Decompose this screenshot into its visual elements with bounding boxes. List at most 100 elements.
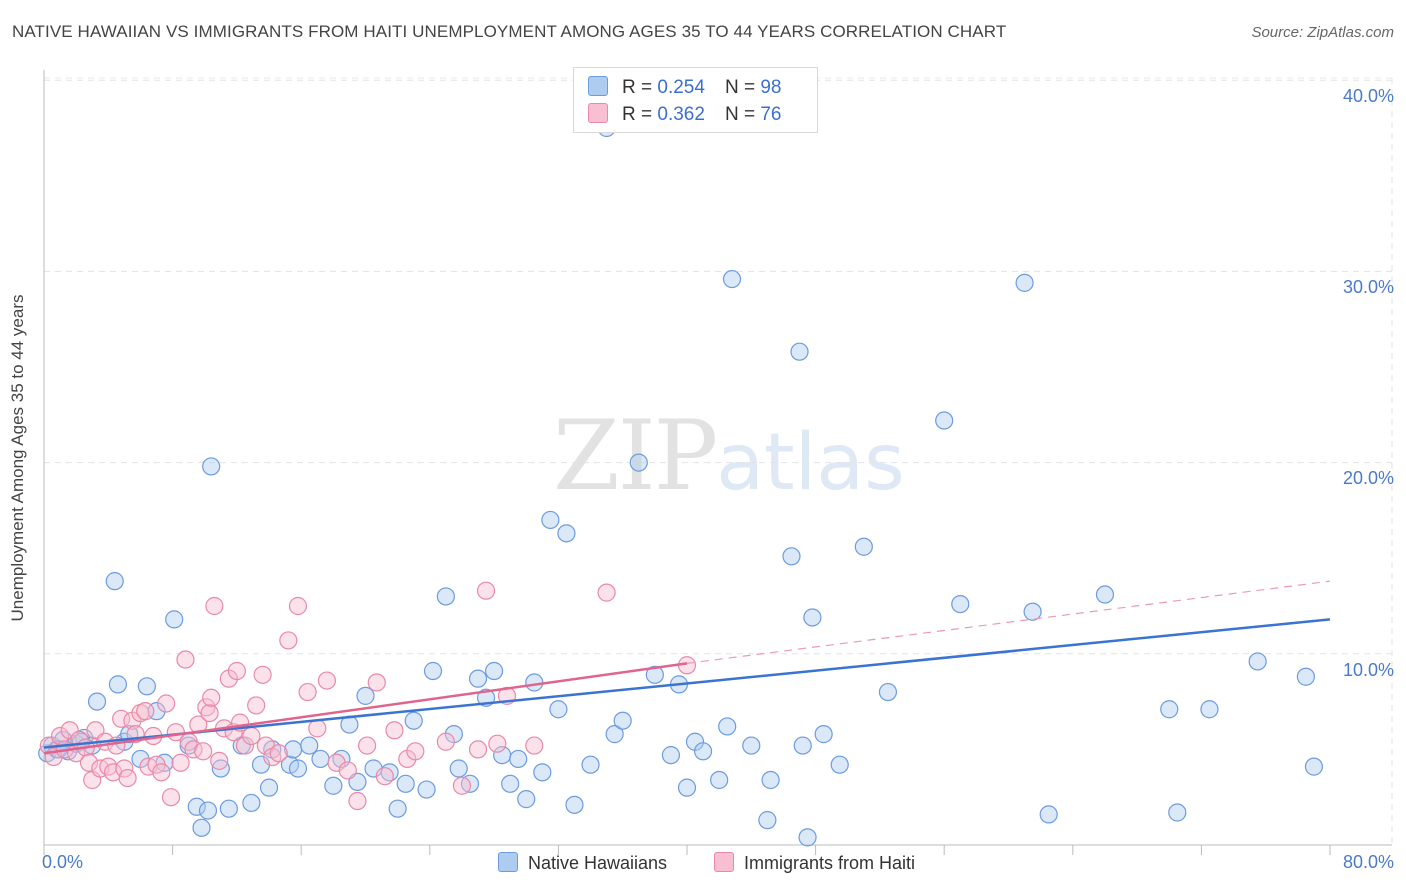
legend-swatch-blue: [588, 76, 608, 96]
point-haiti-57: [317, 671, 337, 690]
point-native-74: [710, 770, 729, 790]
point-native-50: [468, 669, 488, 688]
legend: R = 0.254 N = 98 R = 0.362 N = 76: [573, 67, 818, 133]
point-native-46: [436, 587, 455, 606]
point-haiti-68: [468, 740, 488, 759]
point-haiti-74: [597, 583, 616, 602]
point-haiti-69: [452, 776, 472, 795]
point-native-19: [192, 818, 211, 837]
trend-line-haiti-extension: [686, 580, 1331, 664]
point-haiti-46: [235, 736, 255, 755]
point-haiti-39: [205, 596, 224, 616]
point-native-77: [742, 736, 761, 755]
point-native-79: [761, 770, 780, 790]
point-haiti-4: [60, 721, 79, 740]
point-native-75: [718, 717, 737, 736]
x-tick-label-min: 0.0%: [42, 852, 84, 872]
point-native-45: [423, 661, 443, 681]
point-native-13: [137, 677, 156, 696]
point-native-95: [1160, 700, 1179, 719]
bottom-legend-label-native: Native Hawaiians: [528, 853, 668, 873]
point-haiti-30: [171, 753, 190, 772]
legend-r-value-haiti: 0.362: [657, 104, 705, 125]
point-haiti-64: [385, 721, 404, 740]
point-native-55: [509, 749, 528, 769]
point-haiti-13: [99, 757, 118, 776]
point-haiti-52: [269, 744, 288, 763]
legend-r-label: R =: [622, 77, 653, 98]
point-native-91: [1015, 273, 1034, 292]
point-native-42: [396, 774, 415, 793]
point-haiti-62: [367, 673, 386, 692]
watermark-zip: ZIP: [553, 400, 718, 512]
legend-row-haiti: R = 0.362 N = 76: [588, 103, 781, 126]
point-haiti-38: [202, 688, 221, 707]
point-native-22: [211, 759, 230, 778]
point-native-68: [645, 665, 664, 684]
point-haiti-49: [253, 665, 272, 684]
point-haiti-2: [50, 726, 70, 746]
point-native-25: [242, 793, 261, 813]
legend-n-label: N =: [724, 77, 756, 98]
point-native-60: [549, 700, 568, 719]
point-native-69: [661, 746, 681, 765]
point-native-76: [722, 269, 742, 289]
point-native-100: [1304, 757, 1324, 776]
source-label: Source: ZipAtlas.com: [1251, 24, 1394, 41]
point-haiti-54: [288, 596, 308, 616]
point-native-71: [677, 778, 697, 797]
point-haiti-63: [375, 767, 394, 786]
y-tick-label-20: 20.0%: [1342, 468, 1394, 488]
point-native-34: [324, 776, 343, 795]
point-native-94: [1095, 585, 1115, 604]
bottom-legend-swatch-blue: [498, 852, 518, 872]
point-haiti-37: [200, 703, 219, 723]
point-native-99: [1296, 667, 1315, 686]
point-haiti-26: [152, 763, 171, 782]
point-haiti-28: [161, 788, 181, 807]
point-native-8: [87, 692, 107, 711]
point-native-81: [790, 342, 809, 361]
point-native-93: [1039, 805, 1058, 824]
point-native-66: [613, 711, 632, 730]
point-haiti-67: [436, 732, 455, 751]
point-haiti-18: [118, 768, 137, 788]
point-native-33: [311, 749, 330, 769]
point-native-10: [108, 675, 128, 694]
point-native-73: [693, 742, 713, 761]
point-haiti-56: [308, 719, 327, 738]
point-native-56: [517, 790, 536, 809]
point-native-89: [935, 411, 954, 430]
point-native-92: [1023, 602, 1042, 621]
point-haiti-44: [227, 661, 246, 681]
point-native-67: [629, 453, 648, 472]
point-native-78: [758, 811, 777, 830]
legend-swatch-pink: [588, 103, 608, 123]
y-tick-label-10: 10.0%: [1342, 660, 1394, 680]
point-native-86: [830, 755, 849, 774]
bottom-legend-haiti: Immigrants from Haiti: [714, 852, 915, 874]
point-haiti-22: [136, 702, 155, 721]
point-haiti-59: [338, 761, 357, 780]
point-native-83: [798, 828, 817, 847]
point-native-48: [449, 759, 468, 778]
point-native-85: [814, 725, 833, 744]
legend-r-value-native: 0.254: [657, 77, 705, 98]
point-haiti-60: [348, 791, 367, 811]
point-native-58: [533, 763, 552, 782]
point-haiti-36: [197, 698, 216, 717]
bottom-legend-label-haiti: Immigrants from Haiti: [744, 853, 916, 873]
point-native-61: [557, 524, 576, 543]
legend-r-label: R =: [622, 104, 653, 125]
point-native-82: [793, 736, 812, 755]
point-native-88: [878, 682, 898, 702]
point-native-57: [525, 673, 544, 692]
point-haiti-53: [279, 631, 298, 650]
point-haiti-47: [242, 726, 261, 746]
point-native-31: [288, 759, 308, 778]
legend-n-value-native: 98: [760, 77, 782, 98]
point-native-90: [951, 594, 970, 614]
y-tick-label-40: 40.0%: [1342, 86, 1394, 106]
point-native-32: [300, 736, 319, 755]
